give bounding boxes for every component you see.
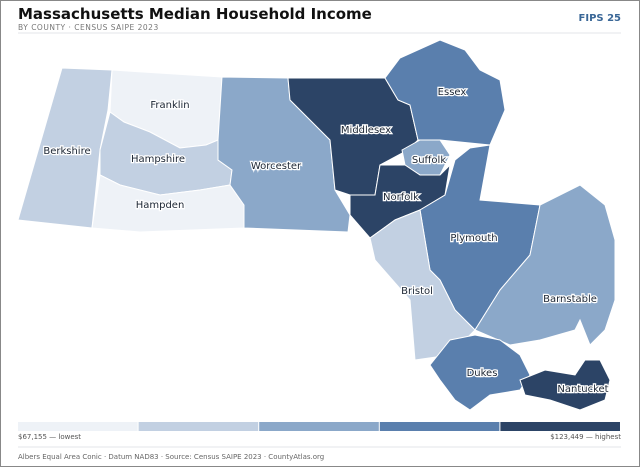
county-label: Franklin xyxy=(150,100,189,111)
county-label: Plymouth xyxy=(450,233,497,244)
county-label: Suffolk xyxy=(412,155,446,166)
legend-swatch xyxy=(379,422,500,431)
county-label: Middlesex xyxy=(341,125,391,136)
county xyxy=(519,359,611,411)
county xyxy=(369,209,476,361)
county-label: Norfolk xyxy=(383,192,419,203)
county-label: Worcester xyxy=(251,161,302,172)
county-label: Bristol xyxy=(401,286,433,297)
county-label: Essex xyxy=(438,87,467,98)
county-label: Hampshire xyxy=(131,154,185,165)
legend-swatch xyxy=(18,422,138,431)
legend-max: $123,449 — highest xyxy=(550,433,621,441)
legend-min: $67,155 — lowest xyxy=(18,433,81,441)
county-label: Nantucket xyxy=(557,384,608,395)
legend-swatch xyxy=(138,422,259,431)
legend-swatch xyxy=(259,422,379,431)
fips-badge: FIPS 25 xyxy=(579,13,622,24)
county-label: Barnstable xyxy=(543,294,597,305)
county-label: Hampden xyxy=(136,200,185,211)
county xyxy=(474,184,616,346)
footer: Albers Equal Area Conic · Datum NAD83 · … xyxy=(18,453,324,461)
subtitle: BY COUNTY · CENSUS SAIPE 2023 xyxy=(18,23,159,32)
county-label: Berkshire xyxy=(43,146,90,157)
title: Massachusetts Median Household Income xyxy=(18,5,372,23)
legend-swatch xyxy=(500,422,620,431)
county-label: Dukes xyxy=(467,368,498,379)
legend xyxy=(18,422,620,431)
county xyxy=(384,39,506,146)
county-map: Berkshire Franklin Hampshire Hampden Worcest… xyxy=(17,39,616,411)
